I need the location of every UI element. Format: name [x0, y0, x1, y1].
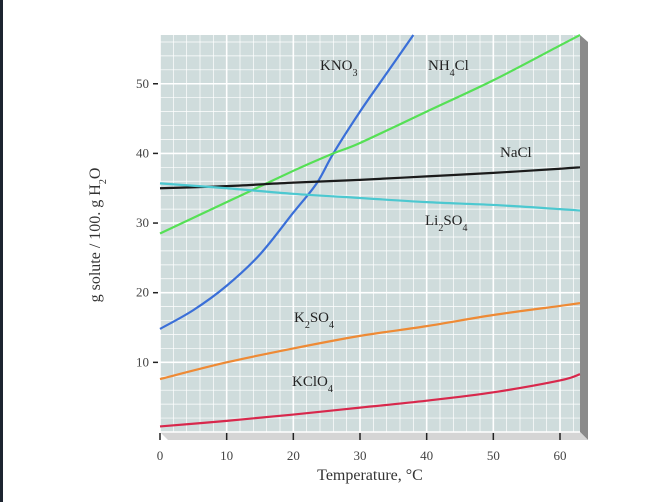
series-line-li2so4 [159, 182, 581, 212]
series-lines [159, 34, 581, 428]
x-tick-label: 30 [354, 448, 367, 463]
series-label-nh4cl: NH4Cl [428, 58, 469, 79]
x-tick-label: 40 [420, 448, 433, 463]
plot-shadow-bottom [160, 432, 588, 440]
x-tick-label: 60 [554, 448, 567, 463]
series-label-li2so4: Li2SO4 [425, 213, 468, 234]
y-tick-label: 50 [136, 76, 149, 91]
y-tick-label: 40 [136, 145, 149, 160]
y-tick-label: 10 [136, 354, 149, 369]
series-label-k2so4: K2SO4 [294, 310, 334, 331]
axes: 0 10 20 30 40 50 60 10 20 30 40 50 [136, 76, 567, 463]
plot-area [160, 35, 580, 432]
x-axis-title: Temperature, °C [317, 467, 423, 484]
window-edge [0, 0, 3, 502]
plot-shadow-right [580, 35, 588, 440]
series-line-nh4cl [159, 34, 581, 235]
series-label-kno3: KNO3 [320, 58, 358, 79]
x-tick-label: 10 [220, 448, 233, 463]
y-tick-label: 20 [136, 285, 149, 300]
series-labels: KNO3 NH4Cl NaCl Li2SO4 K2SO4 KClO4 [292, 58, 532, 395]
x-tick-label: 50 [487, 448, 500, 463]
y-axis-title: g solute / 100. g H2O [87, 168, 109, 303]
x-tick-label: 20 [287, 448, 300, 463]
y-tick-label: 30 [136, 215, 149, 230]
series-label-kclo4: KClO4 [292, 374, 333, 395]
x-tick-label: 0 [157, 448, 164, 463]
series-line-kno3 [159, 34, 415, 330]
series-line-nacl [159, 166, 581, 190]
series-line-kclo4 [159, 373, 581, 428]
series-line-k2so4 [159, 302, 581, 381]
series-label-nacl: NaCl [500, 145, 532, 161]
